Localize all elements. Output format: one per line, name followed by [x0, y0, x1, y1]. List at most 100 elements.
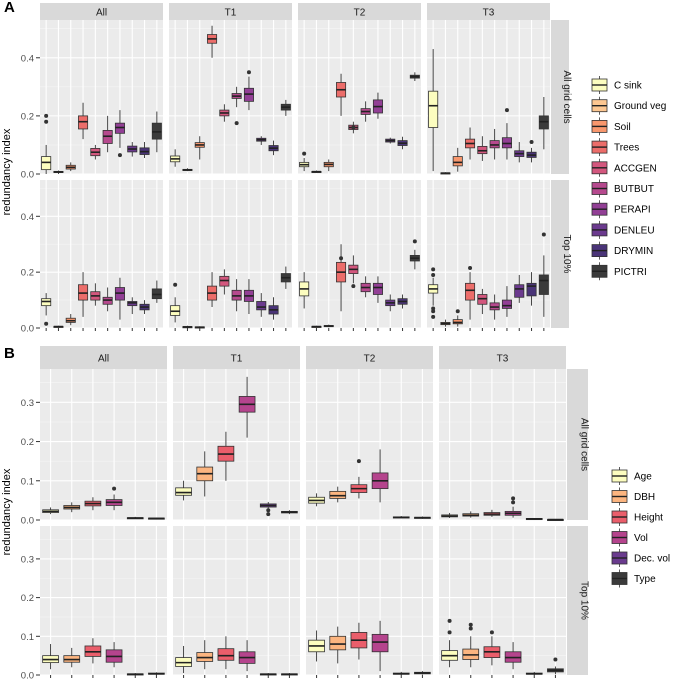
legend-label: ACCGEN: [614, 163, 657, 174]
legend-label: Soil: [614, 122, 631, 133]
box-soil: [452, 309, 463, 327]
box-drymin: [397, 136, 408, 150]
facet-strip-label: T3: [497, 354, 509, 365]
box-body: [514, 284, 525, 298]
box-soil: [323, 324, 334, 328]
box-perapi: [243, 70, 254, 111]
outlier-point: [468, 622, 473, 627]
outlier-point: [511, 500, 516, 505]
box-accgen: [348, 121, 359, 134]
box-trees: [465, 265, 476, 320]
facet-strip-label: T1: [225, 8, 237, 19]
box-dec-vol: [392, 671, 410, 675]
box-c-sink: [41, 113, 52, 174]
legend-label: BUTBUT: [614, 184, 654, 195]
box-pictri: [151, 280, 162, 303]
box-pictri: [538, 97, 549, 150]
y-tick-label: 0.2: [21, 437, 34, 448]
outlier-point: [431, 306, 436, 311]
outlier-point: [356, 459, 361, 464]
box-accgen: [477, 136, 488, 161]
box-accgen: [219, 269, 230, 295]
box-trees: [78, 102, 89, 140]
box-drymin: [139, 300, 150, 315]
legend-item: Height: [611, 508, 663, 526]
box-denleu: [127, 297, 138, 315]
box-type: [547, 657, 564, 675]
box-c-sink: [170, 282, 181, 323]
legend-item: Dec. vol: [611, 549, 670, 567]
box-vol: [105, 642, 123, 668]
legend-label: Ground veg: [614, 101, 666, 112]
box-butbut: [360, 101, 371, 122]
box-accgen: [90, 144, 101, 160]
box-ground-veg: [182, 325, 193, 329]
box-type: [414, 671, 431, 675]
box-dbh: [462, 622, 480, 668]
box-pictri: [280, 266, 291, 289]
facet-strip-label: Top 10%: [561, 235, 572, 274]
box-butbut: [489, 128, 500, 160]
facet-strip-column: [306, 346, 433, 369]
outlier-point: [447, 618, 452, 623]
panel-background: [427, 20, 550, 174]
facet-panel: [439, 369, 566, 522]
box-age: [441, 512, 458, 519]
legend-label: Vol: [634, 533, 648, 544]
outlier-point: [351, 125, 356, 130]
box-drymin: [268, 140, 279, 156]
box-trees: [78, 272, 89, 317]
legend-item: Ground veg: [591, 96, 666, 115]
box-height: [84, 638, 102, 664]
box-dec-vol: [525, 671, 543, 675]
box-body: [175, 487, 192, 496]
outlier-point: [431, 267, 436, 272]
outlier-point: [431, 309, 436, 314]
box-dbh: [196, 451, 214, 497]
facet-panel: [169, 20, 292, 175]
facet-panel: [173, 526, 300, 678]
facet-strip-row: [567, 369, 588, 520]
facet-panel: [40, 369, 167, 521]
box-butbut: [360, 276, 371, 298]
panel-background: [306, 369, 433, 520]
box-soil: [452, 147, 463, 172]
box-denleu: [514, 142, 525, 163]
panel-background: [173, 369, 300, 520]
outlier-point: [266, 512, 271, 517]
box-dbh: [329, 626, 347, 664]
legend-item: BUTBUT: [591, 179, 654, 198]
box-perapi: [372, 276, 383, 303]
outlier-point: [431, 272, 436, 277]
legend-item: DENLEU: [591, 220, 655, 239]
legend-label: DBH: [634, 492, 655, 503]
box-height: [217, 431, 235, 481]
box-dec-vol: [525, 518, 543, 521]
facet-strip-label: T2: [354, 8, 366, 19]
panel-letter: B: [4, 345, 15, 362]
outlier-point: [266, 508, 271, 513]
y-tick-label: 0.0: [21, 516, 34, 527]
facet-panel: [427, 180, 550, 331]
box-body: [428, 90, 439, 128]
box-perapi: [372, 92, 383, 119]
outlier-point: [504, 108, 509, 113]
legend-item: Type: [611, 569, 656, 588]
outlier-point: [112, 486, 117, 491]
box-drymin: [526, 140, 537, 163]
box-body: [501, 299, 512, 309]
box-age: [175, 480, 192, 501]
legend-item: Vol: [611, 528, 648, 547]
y-axis-title: redundancy index: [1, 468, 13, 555]
box-denleu: [385, 137, 396, 144]
outlier-point: [302, 151, 307, 156]
outlier-point: [44, 321, 49, 326]
box-body: [452, 156, 463, 167]
box-dbh: [63, 502, 81, 513]
outlier-point: [44, 119, 49, 124]
box-c-sink: [41, 293, 52, 326]
box-drymin: [526, 272, 537, 306]
facet-panel: [169, 180, 292, 331]
y-tick-label: 0.0: [21, 324, 34, 335]
